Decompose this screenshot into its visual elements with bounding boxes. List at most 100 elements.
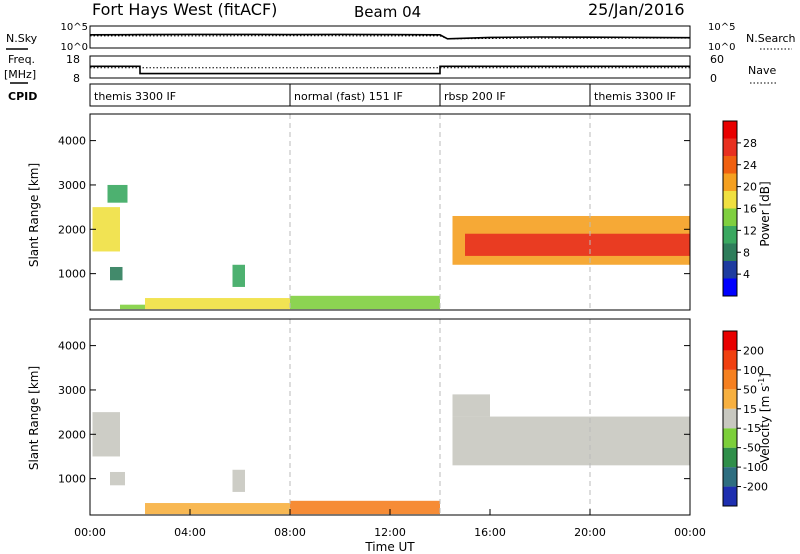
scatter-region xyxy=(92,412,120,457)
colorbar-tick-label: 28 xyxy=(743,137,757,150)
colorbar-swatch xyxy=(723,191,737,209)
colorbar-tick-label: 8 xyxy=(743,246,750,259)
power-panel: Slant Range [km] 1000 2000 3000 4000 4 8 12 16… xyxy=(27,113,772,311)
velocity-yticks: 1000 2000 3000 4000 xyxy=(58,340,690,486)
noise-left-tick-top: 10^5 xyxy=(61,22,88,33)
frequency-left-unit: [MHz] xyxy=(4,68,36,81)
y-tick-label: 1000 xyxy=(58,268,86,281)
power-yticks: 1000 2000 3000 4000 xyxy=(58,135,690,281)
y-tick-label: 1000 xyxy=(58,473,86,486)
colorbar-tick-label: 24 xyxy=(743,159,757,172)
cpid-panel-frame xyxy=(89,83,691,107)
power-colorbar: 4 8 12 16 20 24 28 xyxy=(722,120,757,297)
frequency-left-label: Freq. xyxy=(8,53,35,66)
date-label: 25/Jan/2016 xyxy=(588,0,685,19)
y-tick-label: 4000 xyxy=(58,340,86,353)
velocity-colorbar-label: Velocity [m s-1] xyxy=(757,373,772,463)
colorbar-swatch xyxy=(723,447,737,468)
x-tick-label: 08:00 xyxy=(274,526,306,539)
scatter-region xyxy=(232,469,245,492)
colorbar-swatch xyxy=(723,156,737,174)
colorbar-swatch xyxy=(723,428,737,448)
colorbar-tick-label: -200 xyxy=(743,481,768,494)
frequency-panel: Freq. [MHz] 18 8 Nave 60 0 xyxy=(4,53,778,85)
colorbar-swatch xyxy=(723,226,737,244)
colorbar-swatch xyxy=(723,369,737,390)
y-tick-label: 2000 xyxy=(58,223,86,236)
noise-panel: N.Sky 10^5 10^0 N.Search 10^5 10^0 xyxy=(6,22,796,53)
scatter-region xyxy=(107,184,128,203)
noise-right-label: N.Search xyxy=(746,32,796,45)
cpid-label: CPID xyxy=(8,90,37,103)
velocity-colorbar-label-main: Velocity [m s xyxy=(758,386,772,463)
colorbar-swatch xyxy=(723,243,737,261)
scatter-region xyxy=(452,394,490,417)
colorbar-swatch xyxy=(723,486,737,506)
x-axis-label: Time UT xyxy=(364,540,415,554)
scatter-region xyxy=(452,416,690,466)
colorbar-swatch xyxy=(723,350,737,370)
velocity-colorbar-label-end: ] xyxy=(758,373,772,378)
beam-label: Beam 04 xyxy=(354,3,421,21)
frequency-left-tick-bottom: 8 xyxy=(73,72,80,85)
colorbar-swatch xyxy=(723,208,737,226)
power-colorbar-label: Power [dB] xyxy=(758,181,772,246)
y-tick-label: 2000 xyxy=(58,428,86,441)
y-tick-label: 3000 xyxy=(58,179,86,192)
cpid-segments: themis 3300 IF normal (fast) 151 IF rbsp 2… xyxy=(94,84,676,106)
scatter-region xyxy=(232,264,245,287)
colorbar-tick-label: 16 xyxy=(743,203,757,216)
colorbar-swatch xyxy=(723,389,737,409)
frequency-left-tick-top: 18 xyxy=(66,53,80,66)
velocity-colorbar: 200 100 50 15 -15 -50 -100 -200 xyxy=(722,330,768,507)
velocity-panel: Slant Range [km] 1000 2000 3000 4000 200 100… xyxy=(27,318,772,516)
noise-search-line xyxy=(90,35,690,40)
scatter-region xyxy=(290,500,440,515)
x-tick-label: 16:00 xyxy=(474,526,506,539)
colorbar-swatch xyxy=(723,408,737,429)
nave-label: Nave xyxy=(748,64,776,77)
x-tick-label: 12:00 xyxy=(374,526,406,539)
x-tick-label: 04:00 xyxy=(174,526,206,539)
y-tick-label: 3000 xyxy=(58,384,86,397)
colorbar-tick-label: 20 xyxy=(743,181,757,194)
colorbar-swatch xyxy=(723,278,737,296)
nave-tick-top: 60 xyxy=(710,53,724,66)
cpid-segment-label: normal (fast) 151 IF xyxy=(294,90,403,103)
power-ylabel: Slant Range [km] xyxy=(27,163,41,267)
colorbar-tick-label: -50 xyxy=(743,442,761,455)
x-tick-label: 00:00 xyxy=(674,526,706,539)
colorbar-swatch xyxy=(723,138,737,156)
power-panel-frame xyxy=(89,113,691,311)
colorbar-tick-label: 100 xyxy=(743,364,764,377)
colorbar-tick-label: 12 xyxy=(743,224,757,237)
velocity-marks xyxy=(92,394,690,515)
noise-left-label: N.Sky xyxy=(6,32,38,45)
velocity-colorbar-label-sup: -1 xyxy=(757,378,766,386)
nave-tick-bottom: 0 xyxy=(710,72,717,85)
scatter-region xyxy=(120,304,145,310)
scatter-region xyxy=(290,295,440,310)
scatter-region xyxy=(465,233,690,256)
colorbar-tick-label: 15 xyxy=(743,403,757,416)
cpid-panel: CPID themis 3300 IF normal (fast) 151 IF r… xyxy=(8,83,691,107)
noise-sky-line xyxy=(89,33,691,40)
colorbar-frame xyxy=(722,330,738,507)
scatter-region xyxy=(110,266,123,281)
scatter-region xyxy=(145,298,290,310)
noise-right-tick-bottom: 10^0 xyxy=(708,42,735,53)
colorbar-tick-label: 200 xyxy=(743,344,764,357)
x-tick-label: 00:00 xyxy=(74,526,106,539)
colorbar-tick-label: 50 xyxy=(743,383,757,396)
colorbar-tick-label: 4 xyxy=(743,268,750,281)
plot-title: Fort Hays West (fitACF) xyxy=(92,0,277,19)
colorbar-tick-label: -100 xyxy=(743,461,768,474)
noise-right-tick-top: 10^5 xyxy=(708,22,735,33)
time-axis: 00:00 04:00 08:00 12:00 16:00 20:00 00:00 xyxy=(74,509,706,539)
power-grid xyxy=(289,114,591,310)
velocity-grid xyxy=(289,319,591,515)
scatter-region xyxy=(92,207,120,252)
cpid-segment-label: rbsp 200 IF xyxy=(444,90,506,103)
colorbar-tick-label: -15 xyxy=(743,422,761,435)
